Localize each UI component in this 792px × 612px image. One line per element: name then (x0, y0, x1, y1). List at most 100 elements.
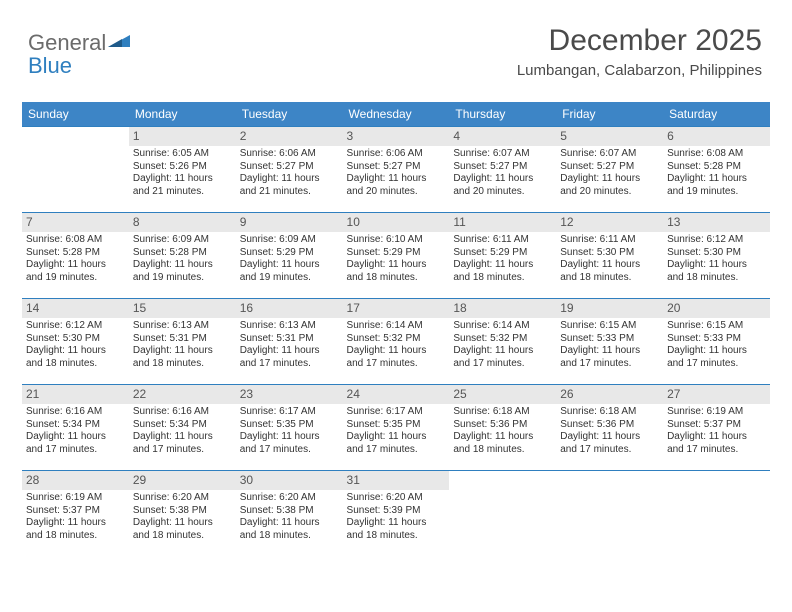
sunrise-text: Sunrise: 6:19 AM (667, 406, 766, 419)
daylight-text: and 17 minutes. (240, 444, 339, 457)
daylight-text: Daylight: 11 hours (26, 431, 125, 444)
day-header: Thursday (449, 102, 556, 127)
brand-bottom: Blue (28, 53, 130, 79)
calendar-cell: 28Sunrise: 6:19 AMSunset: 5:37 PMDayligh… (22, 471, 129, 557)
daylight-text: and 19 minutes. (240, 272, 339, 285)
daylight-text: Daylight: 11 hours (347, 431, 446, 444)
sunset-text: Sunset: 5:38 PM (133, 505, 232, 518)
daylight-text: Daylight: 11 hours (667, 173, 766, 186)
calendar-cell: 16Sunrise: 6:13 AMSunset: 5:31 PMDayligh… (236, 299, 343, 385)
sunrise-text: Sunrise: 6:12 AM (667, 234, 766, 247)
calendar-cell: 30Sunrise: 6:20 AMSunset: 5:38 PMDayligh… (236, 471, 343, 557)
daylight-text: and 18 minutes. (133, 358, 232, 371)
calendar-cell: 20Sunrise: 6:15 AMSunset: 5:33 PMDayligh… (663, 299, 770, 385)
calendar-cell: 29Sunrise: 6:20 AMSunset: 5:38 PMDayligh… (129, 471, 236, 557)
sunset-text: Sunset: 5:36 PM (560, 419, 659, 432)
day-number: 8 (129, 213, 236, 232)
day-number: 7 (22, 213, 129, 232)
calendar-week-row: .1Sunrise: 6:05 AMSunset: 5:26 PMDayligh… (22, 127, 770, 213)
daylight-text: Daylight: 11 hours (26, 517, 125, 530)
day-number: 28 (22, 471, 129, 490)
sunrise-text: Sunrise: 6:15 AM (667, 320, 766, 333)
sunrise-text: Sunrise: 6:16 AM (133, 406, 232, 419)
day-header-row: Sunday Monday Tuesday Wednesday Thursday… (22, 102, 770, 127)
daylight-text: Daylight: 11 hours (667, 345, 766, 358)
daylight-text: and 20 minutes. (453, 186, 552, 199)
sunset-text: Sunset: 5:28 PM (133, 247, 232, 260)
sunset-text: Sunset: 5:28 PM (26, 247, 125, 260)
sunrise-text: Sunrise: 6:17 AM (347, 406, 446, 419)
sunrise-text: Sunrise: 6:07 AM (560, 148, 659, 161)
daylight-text: Daylight: 11 hours (347, 345, 446, 358)
calendar-cell: 3Sunrise: 6:06 AMSunset: 5:27 PMDaylight… (343, 127, 450, 213)
calendar-cell: . (663, 471, 770, 557)
calendar-cell: 31Sunrise: 6:20 AMSunset: 5:39 PMDayligh… (343, 471, 450, 557)
daylight-text: Daylight: 11 hours (347, 173, 446, 186)
calendar-cell: 10Sunrise: 6:10 AMSunset: 5:29 PMDayligh… (343, 213, 450, 299)
sunset-text: Sunset: 5:28 PM (667, 161, 766, 174)
sunrise-text: Sunrise: 6:14 AM (347, 320, 446, 333)
sunset-text: Sunset: 5:27 PM (453, 161, 552, 174)
day-header: Monday (129, 102, 236, 127)
calendar-cell: 4Sunrise: 6:07 AMSunset: 5:27 PMDaylight… (449, 127, 556, 213)
daylight-text: Daylight: 11 hours (667, 431, 766, 444)
daylight-text: and 17 minutes. (240, 358, 339, 371)
day-number: 18 (449, 299, 556, 318)
calendar-cell: 18Sunrise: 6:14 AMSunset: 5:32 PMDayligh… (449, 299, 556, 385)
daylight-text: Daylight: 11 hours (560, 173, 659, 186)
day-header: Wednesday (343, 102, 450, 127)
sunset-text: Sunset: 5:34 PM (133, 419, 232, 432)
day-number: 17 (343, 299, 450, 318)
calendar-cell: 1Sunrise: 6:05 AMSunset: 5:26 PMDaylight… (129, 127, 236, 213)
sunset-text: Sunset: 5:27 PM (240, 161, 339, 174)
day-header: Sunday (22, 102, 129, 127)
daylight-text: and 21 minutes. (240, 186, 339, 199)
daylight-text: and 17 minutes. (667, 358, 766, 371)
sunset-text: Sunset: 5:27 PM (347, 161, 446, 174)
daylight-text: Daylight: 11 hours (453, 431, 552, 444)
day-number: 5 (556, 127, 663, 146)
sunrise-text: Sunrise: 6:06 AM (240, 148, 339, 161)
calendar-cell: 25Sunrise: 6:18 AMSunset: 5:36 PMDayligh… (449, 385, 556, 471)
sunrise-text: Sunrise: 6:20 AM (133, 492, 232, 505)
calendar-week-row: 7Sunrise: 6:08 AMSunset: 5:28 PMDaylight… (22, 213, 770, 299)
day-number: 6 (663, 127, 770, 146)
sunrise-text: Sunrise: 6:10 AM (347, 234, 446, 247)
sunset-text: Sunset: 5:32 PM (347, 333, 446, 346)
sunrise-text: Sunrise: 6:20 AM (347, 492, 446, 505)
day-number: 3 (343, 127, 450, 146)
daylight-text: and 18 minutes. (453, 272, 552, 285)
sunrise-text: Sunrise: 6:18 AM (560, 406, 659, 419)
daylight-text: and 19 minutes. (667, 186, 766, 199)
day-number: 14 (22, 299, 129, 318)
sunset-text: Sunset: 5:38 PM (240, 505, 339, 518)
day-number: 16 (236, 299, 343, 318)
calendar-cell: . (22, 127, 129, 213)
daylight-text: Daylight: 11 hours (133, 431, 232, 444)
daylight-text: Daylight: 11 hours (240, 259, 339, 272)
day-number: 25 (449, 385, 556, 404)
day-number: 21 (22, 385, 129, 404)
daylight-text: and 20 minutes. (560, 186, 659, 199)
day-header: Tuesday (236, 102, 343, 127)
sunset-text: Sunset: 5:26 PM (133, 161, 232, 174)
day-number: 11 (449, 213, 556, 232)
daylight-text: and 21 minutes. (133, 186, 232, 199)
sunset-text: Sunset: 5:30 PM (560, 247, 659, 260)
daylight-text: Daylight: 11 hours (133, 259, 232, 272)
daylight-text: and 17 minutes. (453, 358, 552, 371)
sunrise-text: Sunrise: 6:17 AM (240, 406, 339, 419)
daylight-text: and 17 minutes. (347, 444, 446, 457)
daylight-text: and 20 minutes. (347, 186, 446, 199)
sunrise-text: Sunrise: 6:07 AM (453, 148, 552, 161)
sunset-text: Sunset: 5:31 PM (133, 333, 232, 346)
brand-triangle-icon (108, 27, 130, 53)
calendar-cell: 24Sunrise: 6:17 AMSunset: 5:35 PMDayligh… (343, 385, 450, 471)
calendar-cell: 22Sunrise: 6:16 AMSunset: 5:34 PMDayligh… (129, 385, 236, 471)
day-number: 12 (556, 213, 663, 232)
daylight-text: and 19 minutes. (133, 272, 232, 285)
calendar-week-row: 28Sunrise: 6:19 AMSunset: 5:37 PMDayligh… (22, 471, 770, 557)
sunrise-text: Sunrise: 6:16 AM (26, 406, 125, 419)
sunset-text: Sunset: 5:37 PM (667, 419, 766, 432)
sunset-text: Sunset: 5:39 PM (347, 505, 446, 518)
